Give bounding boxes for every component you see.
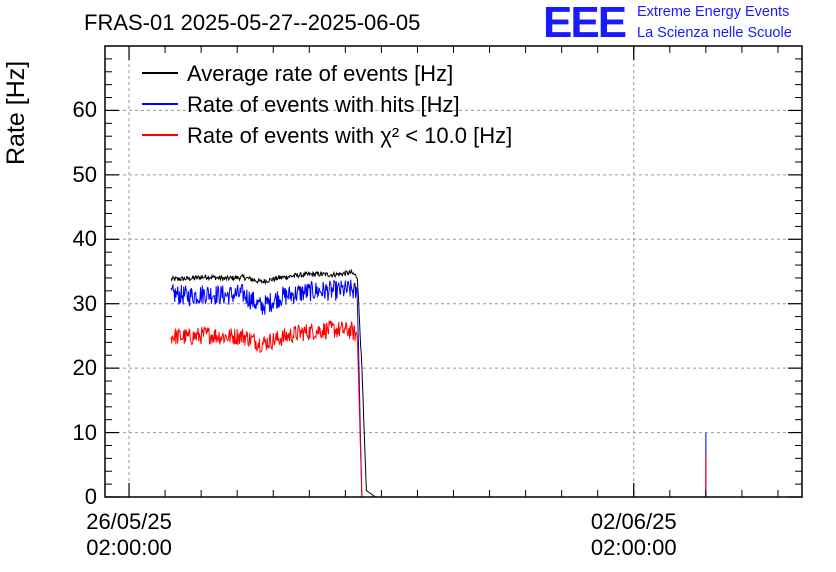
brand-line-2: La Scienza nelle Scuole (637, 25, 792, 41)
x-tick-label: 26/05/25 02:00:00 (69, 509, 189, 561)
axis-ticks (105, 46, 802, 498)
series-line-1 (170, 268, 760, 498)
y-tick-label: 10 (72, 419, 97, 445)
x-tick-time: 02:00:00 (86, 535, 172, 560)
chart-title: FRAS-01 2025-05-27--2025-06-05 (84, 10, 421, 35)
x-tick-time: 02:00:00 (590, 535, 677, 560)
eee-logo: EEE (543, 0, 627, 47)
series-line-2 (170, 279, 760, 498)
y-tick-label: 40 (72, 226, 97, 252)
x-tick-date: 02/06/25 (590, 509, 677, 534)
series-layer (170, 268, 760, 498)
series-line-3 (170, 320, 760, 498)
y-tick-label: 30 (72, 290, 97, 316)
x-tick-date: 26/05/25 (86, 509, 172, 534)
legend: Average rate of events [Hz] Rate of event… (142, 61, 512, 148)
y-tick-label: 60 (72, 97, 97, 123)
legend-label-3: Rate of events with χ² < 10.0 [Hz] (187, 123, 512, 148)
y-tick-label: 20 (72, 355, 97, 381)
legend-label-2: Rate of events with hits [Hz] (187, 92, 460, 117)
x-tick-label: 02/06/25 02:00:00 (574, 509, 694, 561)
brand-line-1: Extreme Energy Events (637, 4, 790, 20)
grid-lines (105, 46, 802, 497)
legend-label-1: Average rate of events [Hz] (187, 61, 453, 86)
y-axis-label: Rate [Hz] (2, 60, 30, 165)
y-tick-label: 0 (84, 484, 97, 509)
y-tick-label: 50 (72, 161, 97, 187)
